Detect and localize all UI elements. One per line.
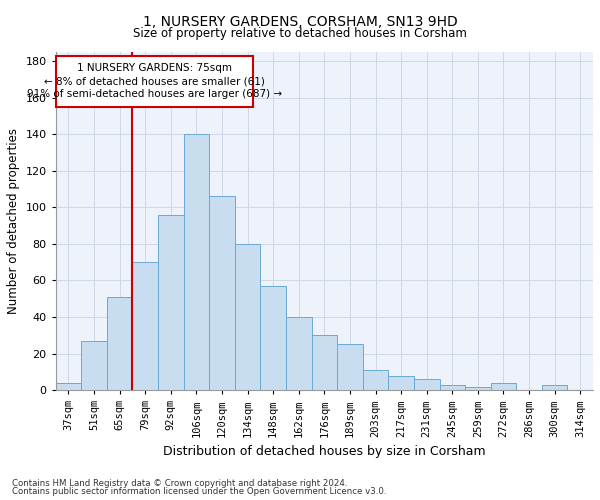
Bar [311, 336, 337, 390]
Bar [158, 214, 184, 390]
Text: Contains HM Land Registry data © Crown copyright and database right 2024.: Contains HM Land Registry data © Crown c… [12, 478, 347, 488]
Bar [414, 379, 440, 390]
Bar [184, 134, 209, 390]
Bar [491, 383, 516, 390]
Bar [363, 370, 388, 390]
Bar [440, 384, 465, 390]
Bar [337, 344, 363, 390]
Text: 1 NURSERY GARDENS: 75sqm
← 8% of detached houses are smaller (61)
91% of semi-de: 1 NURSERY GARDENS: 75sqm ← 8% of detache… [26, 63, 282, 100]
Bar [56, 383, 81, 390]
Bar [81, 341, 107, 390]
Text: Size of property relative to detached houses in Corsham: Size of property relative to detached ho… [133, 28, 467, 40]
Text: 1, NURSERY GARDENS, CORSHAM, SN13 9HD: 1, NURSERY GARDENS, CORSHAM, SN13 9HD [143, 15, 457, 29]
Bar [235, 244, 260, 390]
Bar [542, 384, 568, 390]
Bar [260, 286, 286, 390]
Bar [107, 297, 133, 390]
Bar [133, 262, 158, 390]
Y-axis label: Number of detached properties: Number of detached properties [7, 128, 20, 314]
Bar [209, 196, 235, 390]
Bar [286, 317, 311, 390]
Bar [465, 386, 491, 390]
Text: Contains public sector information licensed under the Open Government Licence v3: Contains public sector information licen… [12, 487, 386, 496]
FancyBboxPatch shape [56, 56, 253, 107]
Bar [388, 376, 414, 390]
X-axis label: Distribution of detached houses by size in Corsham: Distribution of detached houses by size … [163, 445, 485, 458]
